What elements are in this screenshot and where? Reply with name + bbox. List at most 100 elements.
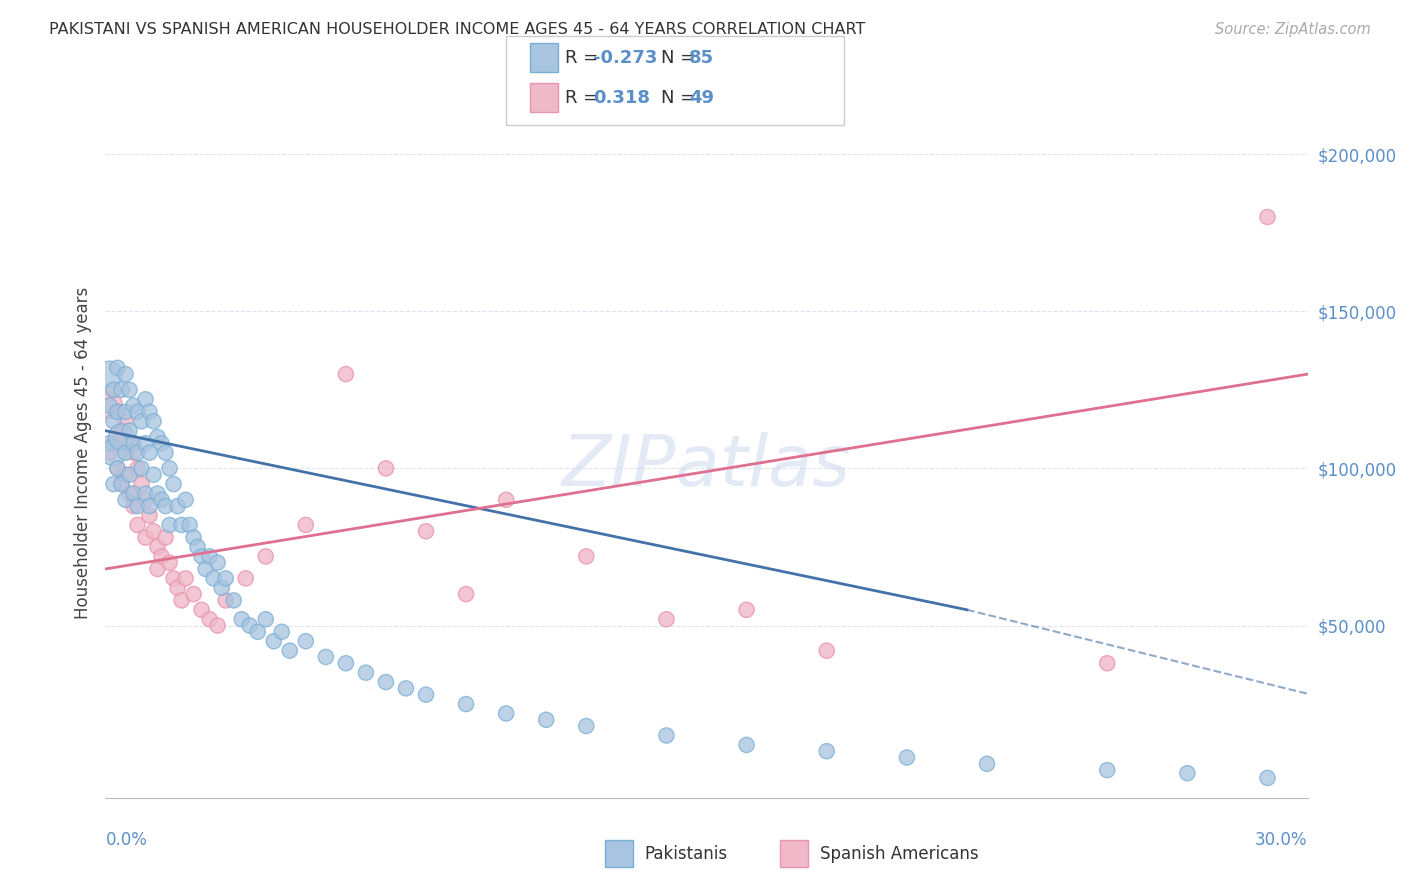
Point [1177,766,1199,780]
Y-axis label: Householder Income Ages 45 - 64 years: Householder Income Ages 45 - 64 years [73,286,91,619]
Point [655,612,678,626]
Point [103,414,125,428]
Text: R =: R = [565,88,605,107]
Point [235,571,257,585]
Point [98,399,121,413]
Point [211,581,233,595]
Point [127,518,149,533]
Point [575,719,598,733]
Point [110,477,132,491]
Point [103,446,125,460]
Point [222,593,245,607]
Text: R =: R = [565,48,605,67]
Point [1097,763,1119,777]
Point [159,518,181,533]
Point [174,492,197,507]
Point [107,360,129,375]
Point [135,531,157,545]
Point [1097,657,1119,671]
Point [815,744,838,758]
Point [135,392,157,407]
Point [135,492,157,507]
Point [118,436,141,450]
Point [114,367,136,381]
Point [114,405,136,419]
Point [103,436,125,450]
Point [131,461,153,475]
Point [198,549,221,564]
Point [118,467,141,482]
Point [166,581,188,595]
Point [118,486,141,500]
Point [415,524,437,539]
Point [270,624,292,639]
Text: 49: 49 [689,88,714,107]
Point [138,499,160,513]
Point [110,383,132,397]
Point [110,430,132,444]
Point [142,467,165,482]
Point [135,436,157,450]
Point [114,446,136,460]
Point [103,383,125,397]
Point [122,436,145,450]
Text: 85: 85 [689,48,714,67]
Text: 0.318: 0.318 [593,88,651,107]
Point [495,706,517,721]
Point [142,524,165,539]
Point [655,729,678,743]
Text: N =: N = [661,88,700,107]
Point [239,618,262,632]
Point [174,571,197,585]
Point [166,499,188,513]
Point [127,461,149,475]
Point [131,477,153,491]
Point [295,634,318,648]
Point [127,405,149,419]
Point [155,531,177,545]
Point [214,571,236,585]
Point [254,549,277,564]
Point [98,446,121,460]
Point [122,499,145,513]
Point [575,549,598,564]
Point [254,612,277,626]
Point [150,436,173,450]
Point [150,492,173,507]
Point [207,556,229,570]
Point [190,603,212,617]
Point [159,556,181,570]
Point [138,446,160,460]
Point [138,405,160,419]
Text: N =: N = [661,48,700,67]
Point [107,461,129,475]
Point [135,486,157,500]
Point [98,436,121,450]
Point [246,624,269,639]
Point [114,492,136,507]
Point [295,518,318,533]
Point [114,414,136,428]
Point [1257,771,1279,785]
Point [278,643,301,657]
Point [122,486,145,500]
Point [335,657,357,671]
Point [155,499,177,513]
Point [202,571,225,585]
Point [415,688,437,702]
Point [454,587,477,601]
Point [114,467,136,482]
Point [815,643,838,657]
Text: PAKISTANI VS SPANISH AMERICAN HOUSEHOLDER INCOME AGES 45 - 64 YEARS CORRELATION : PAKISTANI VS SPANISH AMERICAN HOUSEHOLDE… [49,22,866,37]
Point [103,477,125,491]
Point [159,461,181,475]
Point [263,634,285,648]
Point [150,549,173,564]
Point [155,446,177,460]
Point [194,562,217,576]
Point [107,461,129,475]
Text: Source: ZipAtlas.com: Source: ZipAtlas.com [1215,22,1371,37]
Point [335,367,357,381]
Point [976,756,998,771]
Point [118,383,141,397]
